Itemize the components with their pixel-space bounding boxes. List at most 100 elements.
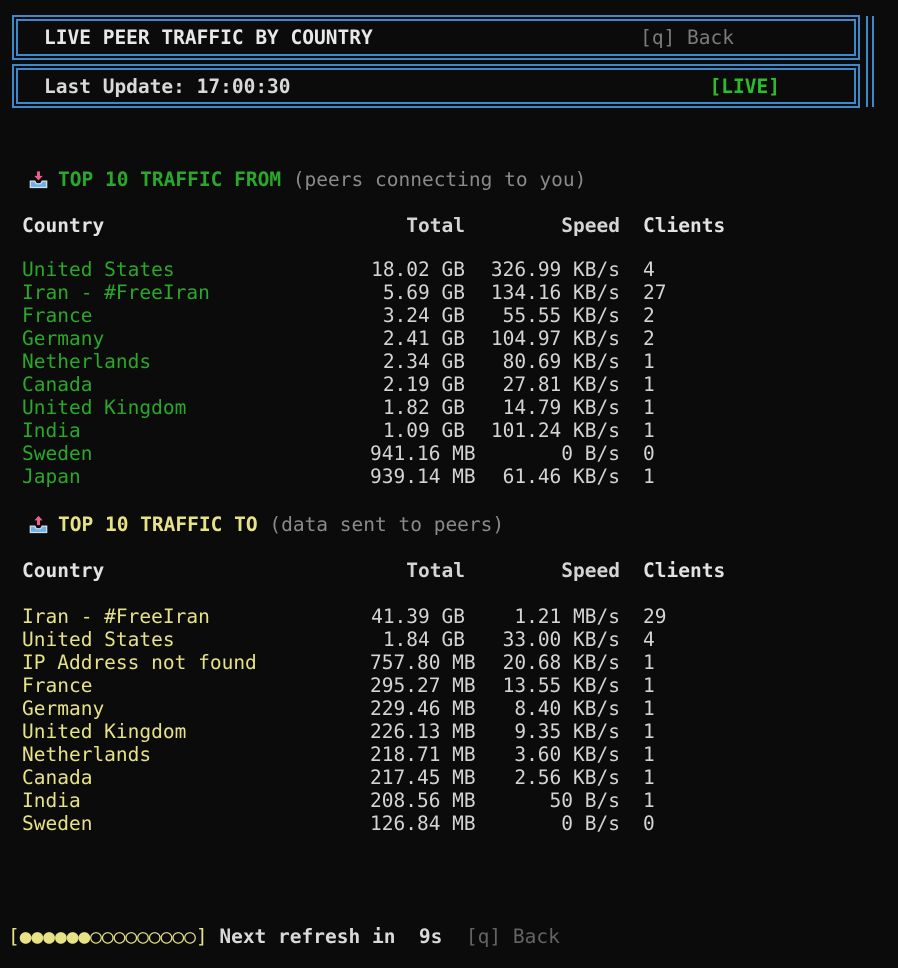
refresh-countdown-text: Next refresh in 9s (207, 925, 443, 948)
section-title: TOP 10 TRAFFIC FROM (58, 168, 282, 191)
speed-cell: 80.69 KB/s (502, 350, 620, 373)
clients-cell: 1 (643, 651, 655, 674)
country-cell: India (22, 789, 81, 812)
traffic-to-rows: Iran - #FreeIran 41.39 GB 1.21 MB/s 29 U… (22, 605, 898, 835)
traffic-to-section: TOP 10 TRAFFIC TO (data sent to peers) C… (22, 513, 898, 835)
clients-cell: 0 (643, 442, 655, 465)
border-artifact-line (866, 16, 874, 107)
clients-cell: 1 (643, 674, 655, 697)
country-cell: Japan (22, 465, 81, 488)
total-cell: 3.24 GB (382, 304, 465, 327)
table-row: Canada 2.19 GB 27.81 KB/s 1 (22, 373, 898, 396)
clients-column-header: Clients (643, 559, 726, 582)
traffic-from-rows: United States 18.02 GB 326.99 KB/s 4 Ira… (22, 258, 898, 488)
total-cell: 941.16 MB (370, 442, 476, 465)
table-row: United States 1.84 GB 33.00 KB/s 4 (22, 628, 898, 651)
inbox-tray-icon (29, 171, 48, 189)
total-cell: 218.71 MB (370, 743, 476, 766)
table-header-row: Country Total Speed Clients (22, 214, 898, 237)
country-cell: France (22, 304, 93, 327)
clients-cell: 1 (643, 350, 655, 373)
table-row: Canada 217.45 MB 2.56 KB/s 1 (22, 766, 898, 789)
table-row: France 295.27 MB 13.55 KB/s 1 (22, 674, 898, 697)
speed-cell: 3.60 KB/s (514, 743, 620, 766)
country-cell: Sweden (22, 812, 93, 835)
live-status-badge: [LIVE] (709, 74, 780, 98)
clients-cell: 27 (643, 281, 667, 304)
country-cell: Sweden (22, 442, 93, 465)
clients-cell: 1 (643, 373, 655, 396)
table-row: United States 18.02 GB 326.99 KB/s 4 (22, 258, 898, 281)
clients-cell: 1 (643, 396, 655, 419)
clients-cell: 2 (643, 327, 655, 350)
country-cell: United Kingdom (22, 720, 187, 743)
total-cell: 295.27 MB (370, 674, 476, 697)
clients-column-header: Clients (643, 214, 726, 237)
table-row: India 1.09 GB 101.24 KB/s 1 (22, 419, 898, 442)
total-cell: 229.46 MB (370, 697, 476, 720)
clients-cell: 1 (643, 465, 655, 488)
section-subtitle-text: (data sent to peers) (269, 513, 505, 536)
table-row: Sweden 126.84 MB 0 B/s 0 (22, 812, 898, 835)
table-row: IP Address not found 757.80 MB 20.68 KB/… (22, 651, 898, 674)
country-cell: Netherlands (22, 350, 152, 373)
clients-cell: 2 (643, 304, 655, 327)
country-cell: Germany (22, 327, 105, 350)
table-row: France 3.24 GB 55.55 KB/s 2 (22, 304, 898, 327)
clients-cell: 29 (643, 605, 667, 628)
total-cell: 226.13 MB (370, 720, 476, 743)
table-row: Iran - #FreeIran 41.39 GB 1.21 MB/s 29 (22, 605, 898, 628)
speed-column-header: Speed (561, 214, 620, 237)
table-header-row: Country Total Speed Clients (22, 559, 898, 582)
outbox-tray-icon (29, 515, 48, 534)
table-row: Netherlands 218.71 MB 3.60 KB/s 1 (22, 743, 898, 766)
speed-cell: 326.99 KB/s (490, 258, 620, 281)
refresh-progress-dots: [●●●●●●○○○○○○○○○] (8, 925, 208, 948)
total-cell: 126.84 MB (370, 812, 476, 835)
back-key-hint[interactable]: [q] Back (640, 26, 734, 49)
speed-cell: 61.46 KB/s (502, 465, 620, 488)
clients-cell: 1 (643, 789, 655, 812)
total-cell: 1.82 GB (382, 396, 465, 419)
page-title: LIVE PEER TRAFFIC BY COUNTRY (44, 26, 373, 49)
clients-cell: 1 (643, 743, 655, 766)
total-cell: 208.56 MB (370, 789, 476, 812)
country-cell: Canada (22, 373, 93, 396)
total-column-header: Total (406, 214, 465, 237)
clients-cell: 1 (643, 697, 655, 720)
speed-cell: 2.56 KB/s (514, 766, 620, 789)
traffic-from-header: TOP 10 TRAFFIC FROM (peers connecting to… (22, 168, 898, 191)
section-subtitle: (data sent to peers) (258, 513, 505, 536)
speed-cell: 13.55 KB/s (502, 674, 620, 697)
clients-cell: 4 (643, 628, 655, 651)
table-row: United Kingdom 1.82 GB 14.79 KB/s 1 (22, 396, 898, 419)
country-cell: Germany (22, 697, 105, 720)
table-row: Germany 229.46 MB 8.40 KB/s 1 (22, 697, 898, 720)
speed-cell: 1.21 MB/s (514, 605, 620, 628)
speed-cell: 8.40 KB/s (514, 697, 620, 720)
total-cell: 2.34 GB (382, 350, 465, 373)
clients-cell: 1 (643, 419, 655, 442)
section-subtitle: (peers connecting to you) (281, 168, 587, 191)
back-key-hint[interactable]: [q] Back (442, 925, 560, 948)
country-cell: United States (22, 258, 175, 281)
total-cell: 939.14 MB (370, 465, 476, 488)
speed-cell: 33.00 KB/s (502, 628, 620, 651)
clients-cell: 1 (643, 766, 655, 789)
total-cell: 41.39 GB (371, 605, 465, 628)
speed-cell: 0 B/s (561, 812, 620, 835)
speed-column-header: Speed (561, 559, 620, 582)
total-cell: 217.45 MB (370, 766, 476, 789)
speed-cell: 55.55 KB/s (502, 304, 620, 327)
speed-cell: 27.81 KB/s (502, 373, 620, 396)
speed-cell: 9.35 KB/s (514, 720, 620, 743)
traffic-from-section: TOP 10 TRAFFIC FROM (peers connecting to… (22, 168, 898, 488)
table-row: Sweden 941.16 MB 0 B/s 0 (22, 442, 898, 465)
country-column-header: Country (22, 214, 105, 237)
country-cell: Iran - #FreeIran (22, 281, 210, 304)
country-cell: Netherlands (22, 743, 152, 766)
speed-cell: 101.24 KB/s (490, 419, 620, 442)
status-bar: [●●●●●●○○○○○○○○○] Next refresh in 9s [q]… (8, 925, 560, 948)
total-cell: 1.84 GB (382, 628, 465, 651)
